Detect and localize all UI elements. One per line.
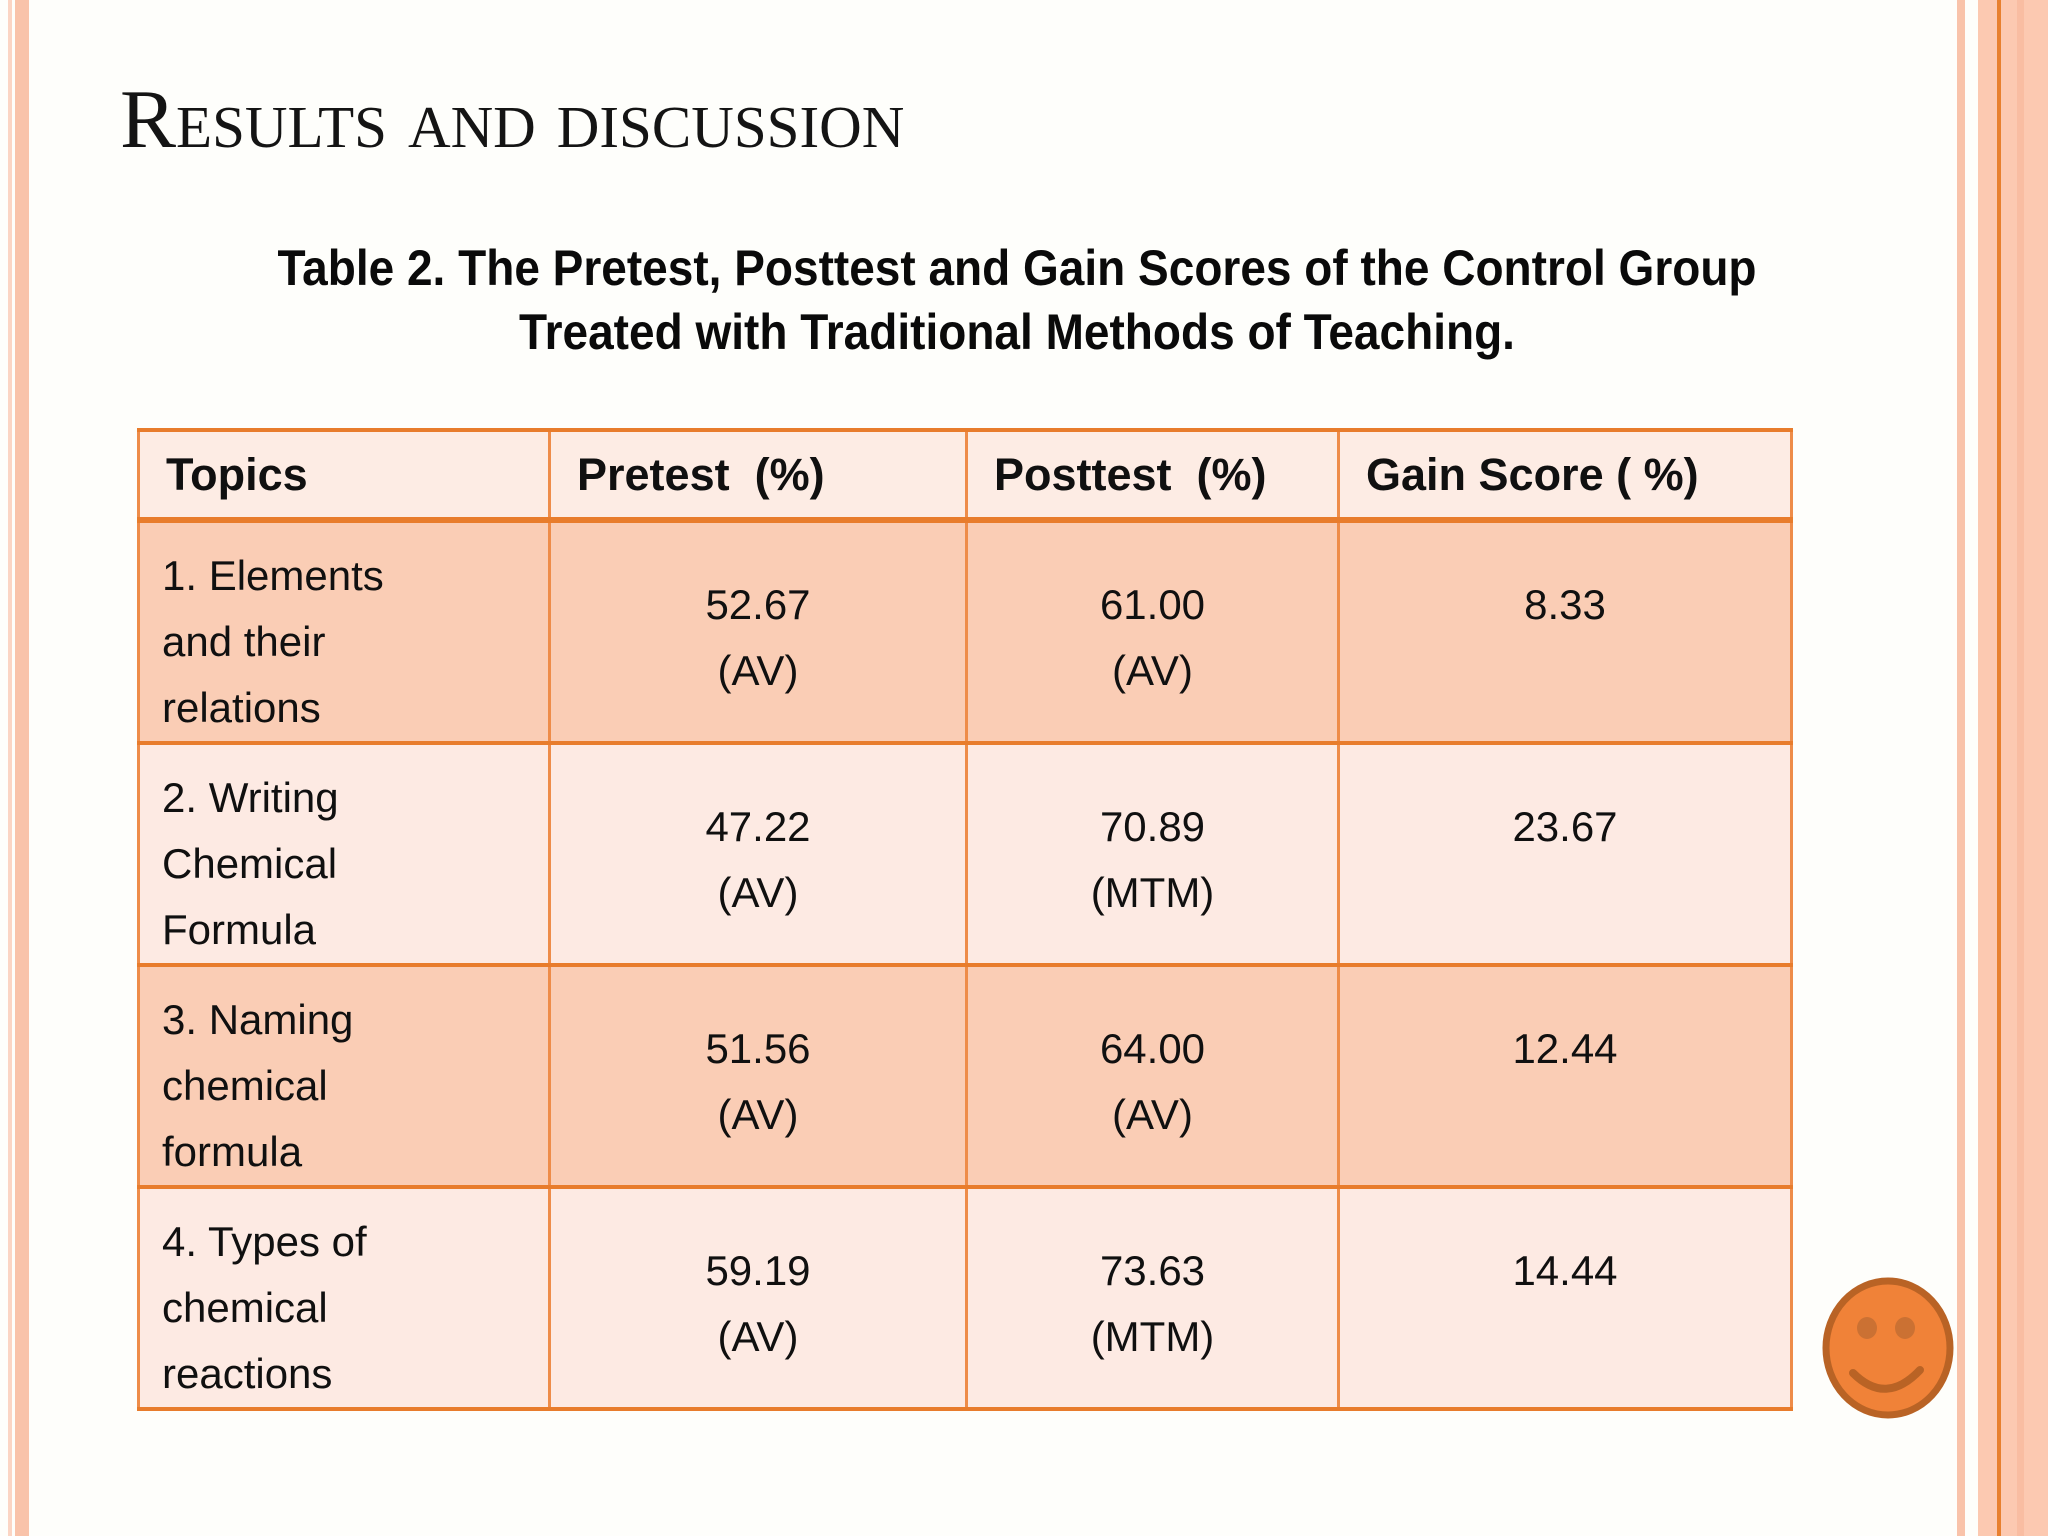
- cell-pretest: 52.67 (AV): [548, 518, 968, 745]
- cell-gain: 14.44: [1337, 1185, 1793, 1411]
- cell-topic: 3. Naming chemical formula: [137, 963, 551, 1189]
- posttest-code: (AV): [1112, 1090, 1193, 1138]
- cell-gain: 23.67: [1337, 741, 1793, 967]
- posttest-value: 73.63: [1099, 1246, 1206, 1294]
- cell-posttest: 70.89 (MTM): [965, 741, 1340, 967]
- pretest-value: 52.67: [705, 580, 811, 628]
- cell-pretest: 47.22 (AV): [548, 741, 968, 967]
- gain-spacer: [1342, 1082, 1789, 1148]
- posttest-code: (MTM): [1090, 1312, 1215, 1360]
- cell-pretest: 51.56 (AV): [548, 963, 968, 1189]
- posttest-value: 70.89: [1099, 802, 1206, 850]
- cell-posttest: 73.63 (MTM): [965, 1185, 1340, 1411]
- cell-posttest: 61.00 (AV): [965, 518, 1340, 745]
- table-caption-line1: Table 2. The Pretest, Posttest and Gain …: [277, 240, 1757, 296]
- table-row: 3. Naming chemical formula 51.56 (AV) 64…: [137, 963, 1793, 1189]
- gain-value: 12.44: [1512, 1024, 1618, 1072]
- pretest-code: (AV): [717, 646, 799, 694]
- topic-line: and their: [162, 618, 326, 665]
- topic-line: chemical: [162, 1284, 328, 1331]
- header-topics: Topics: [137, 428, 551, 523]
- cell-gain: 12.44: [1337, 963, 1793, 1189]
- table-row: 2. Writing Chemical Formula 47.22 (AV) 7…: [137, 741, 1793, 967]
- right-border-stripe-thin: [1957, 0, 1965, 1536]
- topic-line: reactions: [162, 1350, 333, 1397]
- header-posttest: Posttest (%): [965, 428, 1340, 523]
- pretest-value: 59.19: [705, 1246, 811, 1294]
- gain-spacer: [1342, 1304, 1789, 1370]
- gain-spacer: [1342, 860, 1789, 926]
- cell-topic: 1. Elements and their relations: [137, 518, 551, 745]
- pretest-value: 51.56: [705, 1024, 811, 1072]
- topic-line: chemical: [162, 1062, 328, 1109]
- table-caption-line2: Treated with Traditional Methods of Teac…: [519, 304, 1515, 360]
- right-border-accent-line: [1997, 0, 2001, 1536]
- table-header-row: Topics Pretest (%) Posttest (%) Gain Sco…: [137, 428, 1793, 523]
- gain-value: 23.67: [1512, 802, 1618, 850]
- posttest-value: 61.00: [1099, 580, 1206, 628]
- topic-line: 2. Writing: [162, 774, 339, 821]
- topic-line: relations: [162, 684, 321, 731]
- cell-gain: 8.33: [1337, 518, 1793, 745]
- gain-spacer: [1342, 638, 1789, 704]
- gain-value: 14.44: [1512, 1246, 1618, 1294]
- right-border-stripe-dark: [2017, 0, 2024, 1536]
- cell-topic: 4. Types of chemical reactions: [137, 1185, 551, 1411]
- table-caption: Table 2. The Pretest, Posttest and Gain …: [207, 236, 1826, 364]
- topic-line: 4. Types of: [162, 1218, 367, 1265]
- topic-line: Formula: [162, 906, 317, 953]
- cell-pretest: 59.19 (AV): [548, 1185, 968, 1411]
- pretest-code: (AV): [717, 1090, 799, 1138]
- right-border-band: [1978, 0, 2048, 1536]
- table-row: 4. Types of chemical reactions 59.19 (AV…: [137, 1185, 1793, 1411]
- gain-value: 8.33: [1524, 580, 1606, 628]
- cell-topic: 2. Writing Chemical Formula: [137, 741, 551, 967]
- pretest-code: (AV): [717, 868, 799, 916]
- topic-line: Chemical: [162, 840, 338, 887]
- topic-line: formula: [162, 1128, 303, 1175]
- header-gain-score: Gain Score ( %): [1337, 428, 1793, 523]
- posttest-code: (AV): [1112, 646, 1193, 694]
- smiley-face-icon: [1822, 1277, 1954, 1419]
- left-border-stripe-wide: [15, 0, 29, 1536]
- posttest-value: 64.00: [1099, 1024, 1206, 1072]
- header-pretest: Pretest (%): [548, 428, 968, 523]
- left-border-stripe-thin: [8, 0, 12, 1536]
- table-row: 1. Elements and their relations 52.67 (A…: [137, 518, 1793, 745]
- scores-table: Topics Pretest (%) Posttest (%) Gain Sco…: [137, 428, 1793, 1411]
- pretest-value: 47.22: [705, 802, 811, 850]
- cell-posttest: 64.00 (AV): [965, 963, 1340, 1189]
- topic-line: 3. Naming: [162, 996, 354, 1043]
- posttest-code: (MTM): [1090, 868, 1215, 916]
- slide-title: Results and discussion: [120, 73, 905, 166]
- pretest-code: (AV): [717, 1312, 799, 1360]
- topic-line: 1. Elements: [162, 552, 384, 599]
